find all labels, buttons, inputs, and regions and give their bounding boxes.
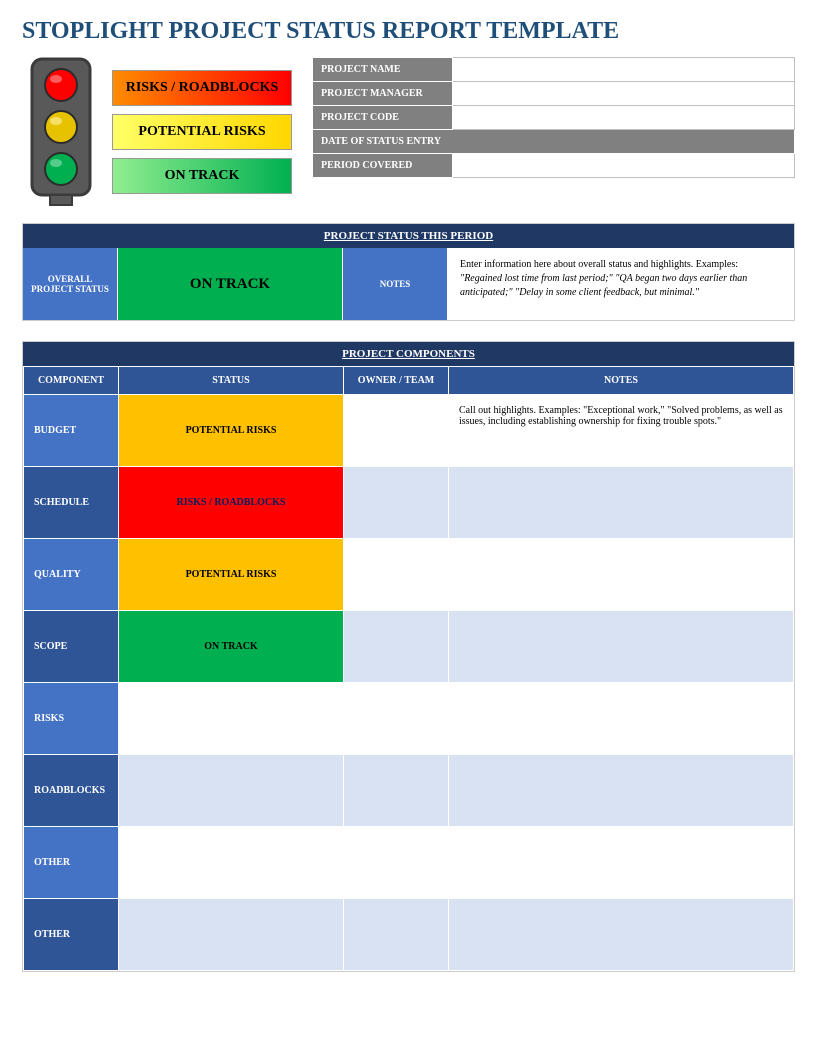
component-status: ON TRACK: [119, 611, 344, 683]
component-notes[interactable]: [449, 899, 794, 971]
status-notes-examples: "Regained lost time from last period;" "…: [460, 273, 747, 298]
component-name: RISKS: [24, 683, 119, 755]
component-status: RISKS / ROADBLOCKS: [119, 467, 344, 539]
top-section: RISKS / ROADBLOCKS POTENTIAL RISKS ON TR…: [22, 57, 795, 207]
component-notes[interactable]: [449, 755, 794, 827]
component-status: POTENTIAL RISKS: [119, 539, 344, 611]
legend-green: ON TRACK: [112, 158, 292, 194]
meta-project-manager-value[interactable]: [453, 82, 795, 106]
legend-items: RISKS / ROADBLOCKS POTENTIAL RISKS ON TR…: [112, 70, 292, 194]
table-row: OTHER: [24, 827, 794, 899]
table-row: SCHEDULERISKS / ROADBLOCKS: [24, 467, 794, 539]
meta-project-name-label: PROJECT NAME: [313, 58, 453, 82]
component-name: QUALITY: [24, 539, 119, 611]
table-row: BUDGETPOTENTIAL RISKS Call out highlights…: [24, 395, 794, 467]
meta-date-entry-label: DATE OF STATUS ENTRY: [313, 130, 795, 154]
table-row: OTHER: [24, 899, 794, 971]
meta-period-value[interactable]: [453, 154, 795, 178]
status-notes-intro: Enter information here about overall sta…: [460, 259, 738, 270]
component-notes[interactable]: [449, 683, 794, 755]
status-section: PROJECT STATUS THIS PERIOD OVERALL PROJE…: [22, 223, 795, 321]
component-name: SCOPE: [24, 611, 119, 683]
col-status: STATUS: [119, 367, 344, 395]
stoplight-legend-block: RISKS / ROADBLOCKS POTENTIAL RISKS ON TR…: [22, 57, 292, 207]
meta-project-code-value[interactable]: [453, 106, 795, 130]
component-name: BUDGET: [24, 395, 119, 467]
component-owner[interactable]: [344, 827, 449, 899]
overall-status-value: ON TRACK: [118, 248, 343, 320]
meta-project-name-value[interactable]: [453, 58, 795, 82]
page-title: STOPLIGHT PROJECT STATUS REPORT TEMPLATE: [22, 18, 795, 45]
component-status: [119, 827, 344, 899]
meta-table: PROJECT NAME PROJECT MANAGER PROJECT COD…: [312, 57, 795, 178]
component-name: OTHER: [24, 827, 119, 899]
component-owner[interactable]: [344, 755, 449, 827]
legend-red: RISKS / ROADBLOCKS: [112, 70, 292, 106]
meta-project-code-label: PROJECT CODE: [313, 106, 453, 130]
component-owner[interactable]: [344, 683, 449, 755]
overall-status-label: OVERALL PROJECT STATUS: [23, 248, 118, 320]
status-row: OVERALL PROJECT STATUS ON TRACK NOTES En…: [23, 248, 794, 320]
components-header: PROJECT COMPONENTS: [23, 342, 794, 366]
meta-period-label: PERIOD COVERED: [313, 154, 453, 178]
component-owner[interactable]: [344, 395, 449, 467]
component-name: ROADBLOCKS: [24, 755, 119, 827]
table-row: RISKS: [24, 683, 794, 755]
component-notes[interactable]: [449, 827, 794, 899]
stoplight-icon: [22, 57, 100, 207]
component-status: [119, 683, 344, 755]
table-row: SCOPEON TRACK: [24, 611, 794, 683]
legend-yellow: POTENTIAL RISKS: [112, 114, 292, 150]
component-notes[interactable]: [449, 611, 794, 683]
col-owner: OWNER / TEAM: [344, 367, 449, 395]
component-name: SCHEDULE: [24, 467, 119, 539]
status-notes-value[interactable]: Enter information here about overall sta…: [448, 248, 794, 320]
component-owner[interactable]: [344, 467, 449, 539]
component-status: POTENTIAL RISKS: [119, 395, 344, 467]
components-section: PROJECT COMPONENTS COMPONENT STATUS OWNE…: [22, 341, 795, 972]
components-table: COMPONENT STATUS OWNER / TEAM NOTES BUDG…: [23, 366, 794, 971]
col-notes: NOTES: [449, 367, 794, 395]
component-status: [119, 755, 344, 827]
component-notes[interactable]: [449, 539, 794, 611]
table-row: QUALITYPOTENTIAL RISKS: [24, 539, 794, 611]
status-notes-label: NOTES: [343, 248, 448, 320]
component-notes[interactable]: Call out highlights. Examples: "Exceptio…: [449, 395, 794, 467]
component-owner[interactable]: [344, 539, 449, 611]
component-name: OTHER: [24, 899, 119, 971]
status-section-header: PROJECT STATUS THIS PERIOD: [23, 224, 794, 248]
meta-project-manager-label: PROJECT MANAGER: [313, 82, 453, 106]
component-owner[interactable]: [344, 899, 449, 971]
col-component: COMPONENT: [24, 367, 119, 395]
component-notes[interactable]: [449, 467, 794, 539]
component-owner[interactable]: [344, 611, 449, 683]
component-status: [119, 899, 344, 971]
table-row: ROADBLOCKS: [24, 755, 794, 827]
